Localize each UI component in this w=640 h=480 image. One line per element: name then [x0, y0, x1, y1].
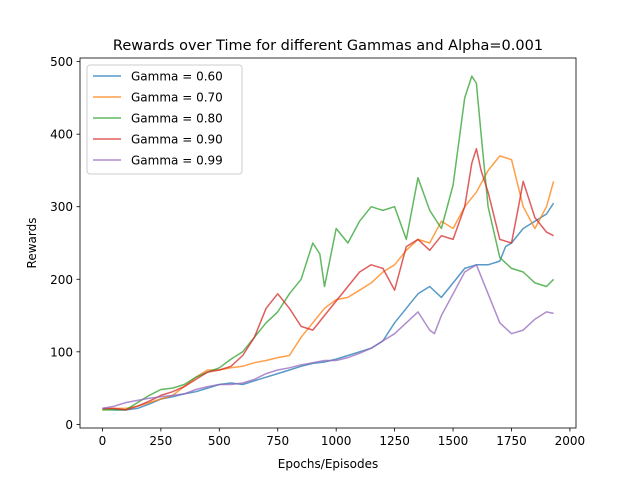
y-tick-label: 200	[50, 273, 73, 287]
y-tick-label: 400	[50, 128, 73, 142]
series-line-2	[102, 75, 555, 411]
x-tick-label: 1250	[379, 434, 410, 448]
y-tick-label: 500	[50, 55, 73, 69]
x-tick-label: 0	[99, 434, 107, 448]
series-line-3	[102, 147, 554, 411]
legend-frame	[86, 64, 243, 175]
y-tick-label: 100	[50, 345, 73, 359]
legend-label-4: Gamma = 0.99	[131, 154, 223, 168]
y-tick-label: 0	[65, 418, 73, 432]
legend-label-3: Gamma = 0.90	[131, 133, 223, 147]
series-layer	[102, 75, 555, 411]
legend: Gamma = 0.60 Gamma = 0.70 Gamma = 0.80 Gamm…	[86, 64, 243, 175]
series-line-4	[102, 264, 554, 410]
x-tick-label: 1750	[496, 434, 527, 448]
x-tick-label: 250	[149, 434, 172, 448]
x-tick-label: 500	[208, 434, 231, 448]
y-axis-label: Rewards	[25, 218, 39, 269]
y-tick-label: 300	[50, 200, 73, 214]
y-axis: 0 100 200 300 400 500	[50, 55, 80, 432]
series-line-1	[102, 155, 555, 411]
x-tick-label: 2000	[555, 434, 586, 448]
x-tick-label: 1500	[438, 434, 469, 448]
x-axis-label: Epochs/Episodes	[278, 457, 378, 471]
x-axis: 0 250 500 750 1000 1250 1500 1750 2000	[99, 428, 586, 448]
legend-label-2: Gamma = 0.80	[131, 112, 223, 126]
plot-area-frame	[79, 57, 577, 429]
chart-title: Rewards over Time for different Gammas a…	[113, 38, 543, 54]
legend-label-0: Gamma = 0.60	[131, 70, 223, 84]
x-tick-label: 1000	[321, 434, 352, 448]
x-tick-label: 750	[266, 434, 289, 448]
legend-label-1: Gamma = 0.70	[131, 91, 223, 105]
